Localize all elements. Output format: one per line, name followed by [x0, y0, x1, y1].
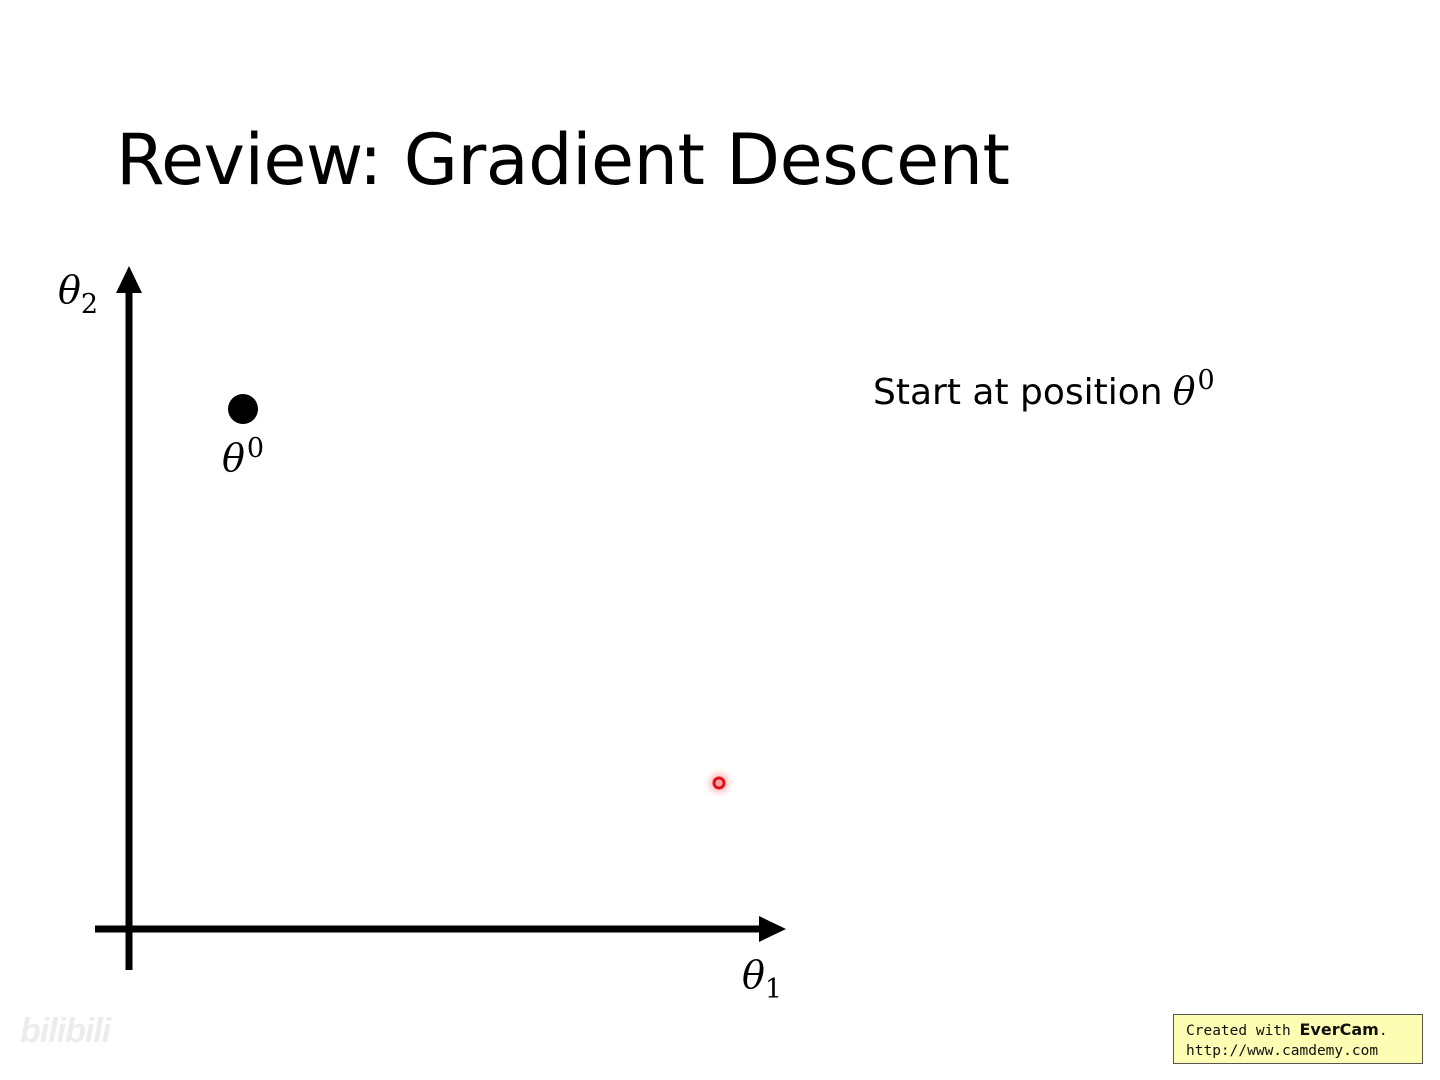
bilibili-watermark: bilibili: [20, 1012, 111, 1050]
y-axis-arrowhead: [116, 266, 142, 293]
caption-math: θ: [1172, 369, 1196, 413]
y-axis-label: θ2: [58, 268, 99, 320]
caption-text: Start at position θ0: [873, 365, 1215, 419]
start-point: [228, 394, 258, 424]
badge-line-1: Created with EverCam.: [1186, 1020, 1388, 1039]
x-axis-label: θ1: [742, 953, 783, 1005]
slide-title: Review: Gradient Descent: [116, 119, 1010, 201]
x-axis-arrowhead: [759, 916, 786, 942]
caption-words: Start at position: [873, 372, 1163, 413]
badge-url[interactable]: http://www.camdemy.com: [1186, 1043, 1379, 1059]
cursor-highlight: [703, 767, 735, 799]
evercam-badge[interactable]: Created with EverCam. http://www.camdemy…: [1173, 1014, 1423, 1064]
start-point-label: θ0: [222, 433, 265, 480]
caption-math-sup: 0: [1197, 365, 1215, 396]
